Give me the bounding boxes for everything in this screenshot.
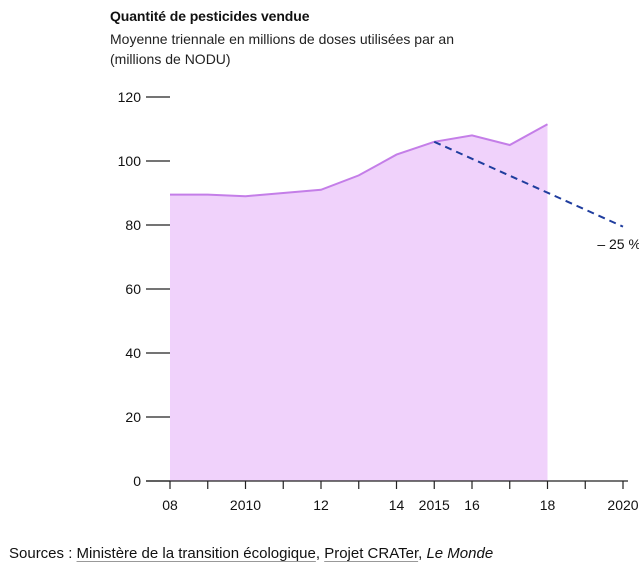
y-tick-label-100: 100 — [118, 153, 142, 169]
x-tick-label-2010: 2010 — [230, 497, 261, 513]
sources-separator-2: , — [418, 545, 427, 562]
y-tick-label-20: 20 — [125, 409, 141, 425]
subtitle-line-2: (millions de NODU) — [110, 51, 231, 67]
target-dashed-line — [433, 140, 624, 228]
y-tick-label-40: 40 — [125, 345, 141, 361]
x-tick-label-2014: 14 — [389, 497, 405, 513]
y-tick-label-120: 120 — [118, 89, 142, 105]
area-line-0 — [170, 123, 548, 198]
area-fill-0 — [170, 124, 548, 481]
y-tick-label-0: 0 — [133, 473, 141, 489]
sources-separator: , — [315, 545, 325, 562]
y-tick-label-80: 80 — [125, 217, 141, 233]
x-tick-label-2008: 08 — [162, 497, 178, 513]
subtitle-line-1: Moyenne triennale en millions de doses u… — [110, 31, 454, 47]
source-link-crater[interactable]: Projet CRATer — [324, 545, 419, 562]
sources-prefix: Sources : — [9, 545, 77, 562]
x-tick-label-2018: 18 — [540, 497, 556, 513]
x-tick-label-2016: 16 — [464, 497, 480, 513]
area-chart: – 25 % 0 20 40 60 80 100 120 08 2010 12 14 2015 16 18 2… — [118, 89, 639, 513]
chart-title: Quantité de pesticides vendue — [110, 8, 310, 24]
x-tick-label-2012: 12 — [313, 497, 329, 513]
y-tick-label-60: 60 — [125, 281, 141, 297]
source-publisher: Le Monde — [426, 545, 494, 562]
x-tick-label-2020: 2020 — [607, 497, 638, 513]
sources-line: Sources : Ministère de la transition éco… — [9, 545, 493, 562]
chart-subtitle: Moyenne triennale en millions de doses u… — [110, 29, 590, 69]
target-annotation: – 25 % — [597, 236, 639, 252]
source-link-ministere[interactable]: Ministère de la transition écologique — [76, 545, 316, 562]
x-tick-label-2015: 2015 — [419, 497, 450, 513]
